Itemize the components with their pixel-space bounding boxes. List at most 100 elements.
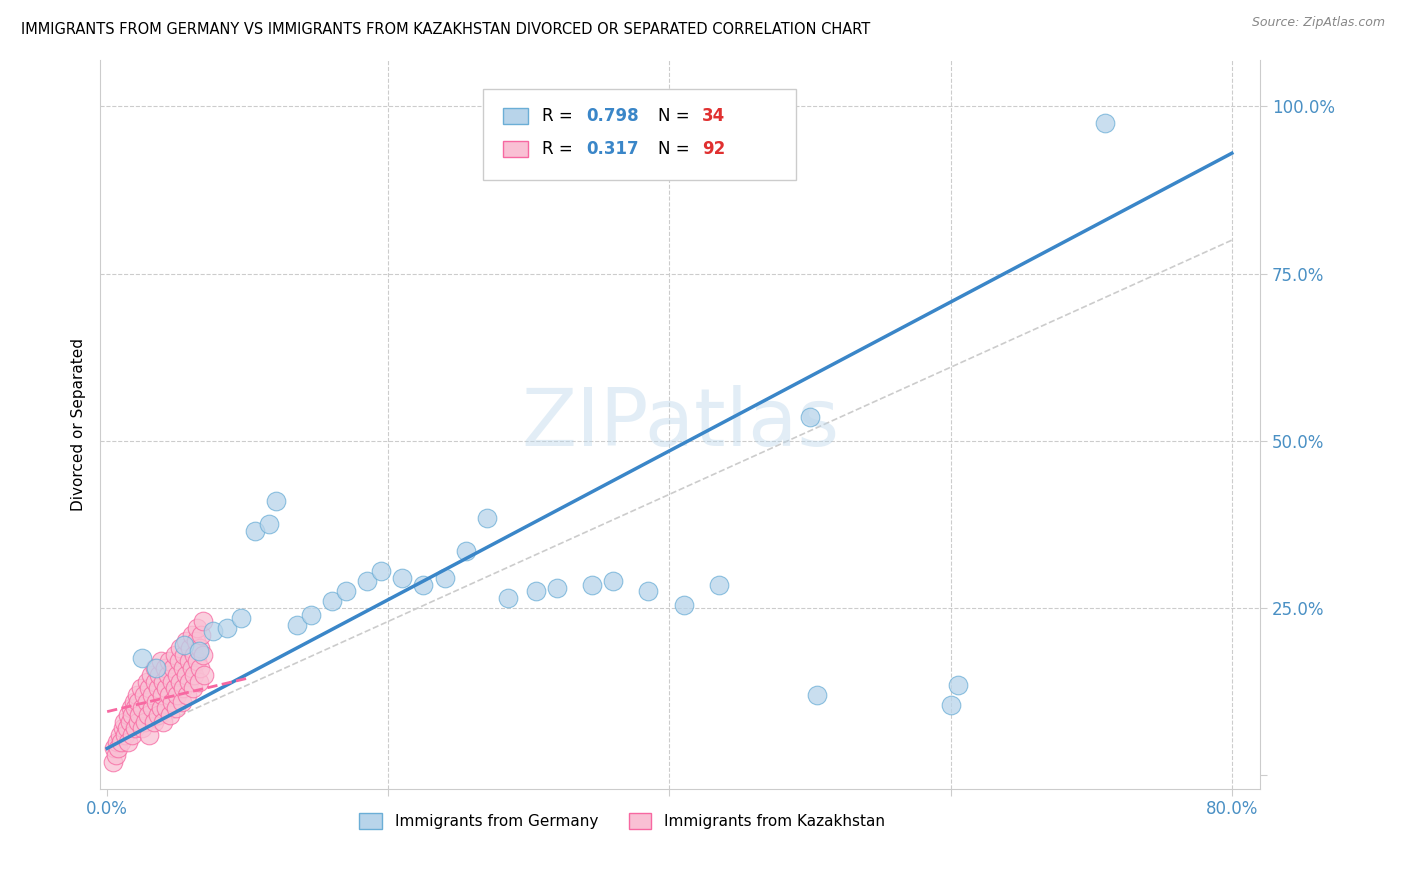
- Point: [112, 714, 135, 729]
- Point: [145, 661, 167, 675]
- Point: [169, 674, 191, 689]
- Point: [115, 722, 138, 736]
- Point: [121, 728, 143, 742]
- Point: [135, 695, 157, 709]
- Point: [799, 410, 821, 425]
- Point: [163, 648, 186, 662]
- Point: [120, 701, 142, 715]
- Point: [546, 581, 568, 595]
- Point: [356, 574, 378, 589]
- Text: 92: 92: [702, 140, 725, 158]
- Point: [141, 701, 163, 715]
- Point: [156, 668, 179, 682]
- Text: IMMIGRANTS FROM GERMANY VS IMMIGRANTS FROM KAZAKHSTAN DIVORCED OR SEPARATED CORR: IMMIGRANTS FROM GERMANY VS IMMIGRANTS FR…: [21, 22, 870, 37]
- Point: [146, 681, 169, 696]
- Point: [166, 688, 188, 702]
- Point: [152, 714, 174, 729]
- Point: [215, 621, 238, 635]
- Point: [176, 688, 198, 702]
- Text: 0.798: 0.798: [586, 107, 638, 126]
- Point: [939, 698, 962, 712]
- Point: [229, 611, 252, 625]
- Point: [321, 594, 343, 608]
- Point: [186, 621, 208, 635]
- Point: [264, 494, 287, 508]
- Point: [707, 577, 730, 591]
- Point: [581, 577, 603, 591]
- Point: [125, 688, 148, 702]
- Point: [165, 701, 187, 715]
- Point: [110, 735, 132, 749]
- Point: [117, 708, 139, 723]
- Point: [141, 688, 163, 702]
- Point: [101, 755, 124, 769]
- Point: [172, 661, 194, 675]
- Point: [162, 661, 184, 675]
- Legend: Immigrants from Germany, Immigrants from Kazakhstan: Immigrants from Germany, Immigrants from…: [353, 807, 891, 836]
- Point: [496, 591, 519, 605]
- Point: [1094, 116, 1116, 130]
- Point: [166, 668, 188, 682]
- Text: R =: R =: [543, 107, 578, 126]
- Point: [257, 517, 280, 532]
- Point: [159, 708, 181, 723]
- Point: [177, 655, 200, 669]
- Point: [672, 598, 695, 612]
- Point: [412, 577, 434, 591]
- Point: [806, 688, 828, 702]
- Point: [184, 634, 207, 648]
- Point: [138, 728, 160, 742]
- Point: [180, 628, 202, 642]
- Point: [285, 617, 308, 632]
- Point: [142, 714, 165, 729]
- Point: [152, 674, 174, 689]
- Point: [191, 615, 214, 629]
- Point: [143, 661, 166, 675]
- Point: [129, 681, 152, 696]
- Point: [128, 708, 150, 723]
- Text: R =: R =: [543, 140, 578, 158]
- Point: [160, 695, 183, 709]
- Point: [131, 701, 153, 715]
- Point: [172, 681, 194, 696]
- Point: [149, 701, 172, 715]
- Point: [143, 674, 166, 689]
- Point: [180, 661, 202, 675]
- Point: [146, 708, 169, 723]
- Point: [118, 714, 141, 729]
- Point: [145, 695, 167, 709]
- Text: 34: 34: [702, 107, 725, 126]
- Point: [163, 681, 186, 696]
- Text: N =: N =: [658, 107, 695, 126]
- Point: [299, 607, 322, 622]
- Point: [391, 571, 413, 585]
- Point: [602, 574, 624, 589]
- Point: [148, 668, 170, 682]
- Point: [122, 695, 145, 709]
- Point: [114, 728, 136, 742]
- Point: [186, 655, 208, 669]
- Point: [191, 648, 214, 662]
- Point: [104, 748, 127, 763]
- Point: [153, 661, 176, 675]
- Point: [335, 584, 357, 599]
- Point: [150, 688, 173, 702]
- Point: [946, 678, 969, 692]
- Point: [173, 638, 195, 652]
- Point: [167, 655, 190, 669]
- Point: [454, 544, 477, 558]
- FancyBboxPatch shape: [482, 89, 796, 180]
- Point: [103, 741, 125, 756]
- Point: [433, 571, 456, 585]
- Point: [117, 735, 139, 749]
- Point: [177, 674, 200, 689]
- Point: [179, 641, 201, 656]
- Point: [108, 728, 131, 742]
- Point: [170, 695, 193, 709]
- Point: [370, 564, 392, 578]
- Point: [155, 701, 177, 715]
- Point: [173, 648, 195, 662]
- Point: [138, 681, 160, 696]
- Point: [524, 584, 547, 599]
- Point: [131, 722, 153, 736]
